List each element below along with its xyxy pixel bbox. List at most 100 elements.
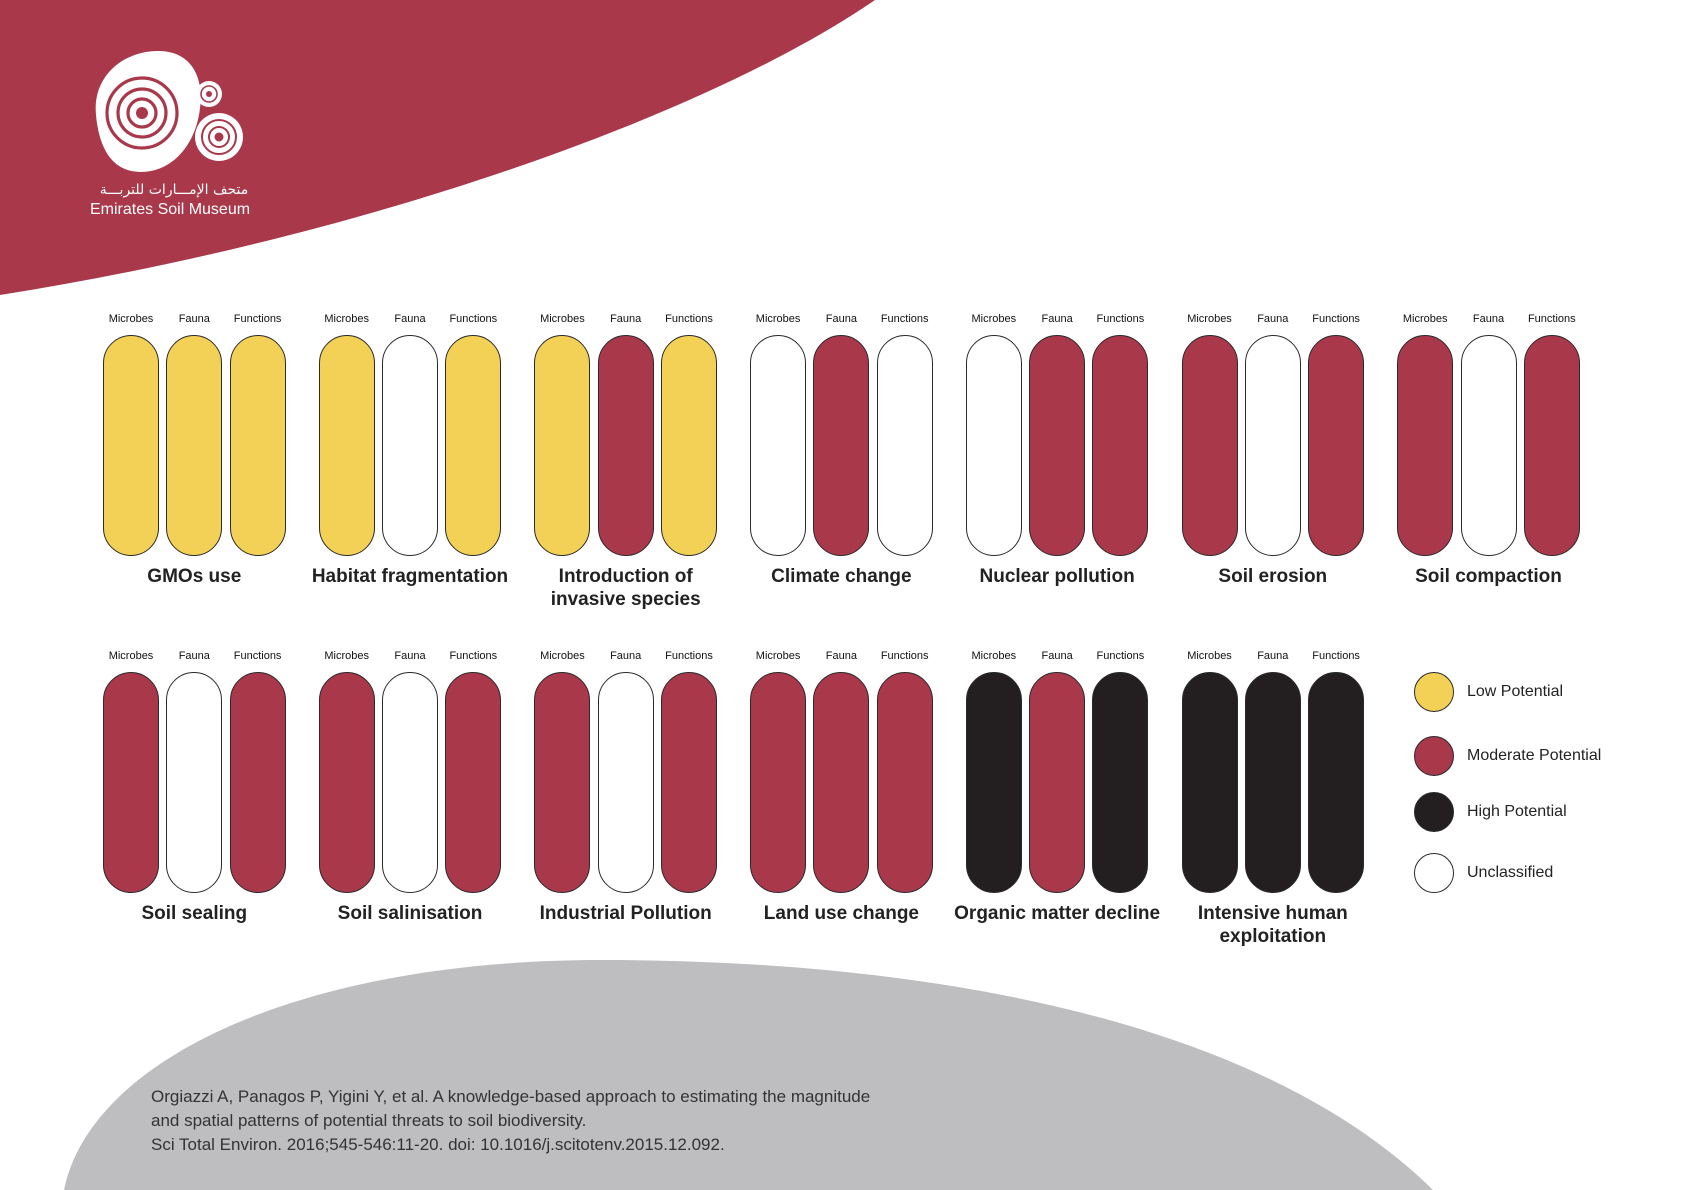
column-header-functions: Functions (880, 313, 929, 325)
legend-swatch (1413, 852, 1455, 894)
column-header-microbes: Microbes (540, 650, 585, 662)
threat-label: Nuclear pollution (979, 565, 1135, 587)
column-header-fauna: Fauna (1257, 313, 1289, 325)
legend-swatch (1413, 791, 1455, 833)
column-header-microbes: Microbes (108, 313, 154, 325)
pill-microbes (103, 335, 159, 556)
column-header-microbes: Microbes (755, 313, 801, 325)
pill-functions (661, 672, 717, 893)
legend-swatch (1413, 671, 1455, 713)
column-header-fauna: Fauna (1041, 650, 1073, 662)
logo-medium-dot (214, 132, 224, 142)
threat-label: invasive species (550, 589, 701, 611)
threat-label: Introduction of (558, 565, 693, 587)
column-header-microbes: Microbes (971, 650, 1017, 662)
pill-fauna (1244, 335, 1301, 556)
pill-microbes (1397, 335, 1454, 556)
column-header-fauna: Fauna (610, 313, 642, 325)
logo (95, 50, 243, 172)
column-header-microbes: Microbes (108, 650, 154, 662)
pill-fauna (1029, 335, 1086, 556)
pill-functions (1092, 672, 1149, 893)
pill-fauna (166, 335, 223, 556)
threat-label: GMOs use (147, 565, 242, 587)
pill-microbes (534, 672, 591, 893)
logo-medium-ring-inner (208, 126, 230, 148)
citation-line: Sci Total Environ. 2016;545-546:11-20. d… (151, 1135, 725, 1154)
pill-functions (445, 335, 502, 556)
pill-functions (876, 335, 933, 556)
legend-label: High Potential (1467, 803, 1567, 820)
threat-label: exploitation (1219, 926, 1327, 948)
column-header-microbes: Microbes (540, 313, 585, 325)
pill-functions (1523, 335, 1580, 556)
column-header-fauna: Fauna (610, 650, 642, 662)
column-header-functions: Functions (233, 313, 282, 325)
column-header-functions: Functions (880, 650, 929, 662)
pill-microbes (965, 335, 1022, 556)
header-band (0, 0, 875, 295)
pill-microbes (1181, 672, 1238, 893)
pill-functions (1308, 335, 1365, 556)
pill-microbes (750, 672, 807, 893)
threat-label: Climate change (771, 565, 912, 587)
column-header-functions: Functions (1527, 313, 1576, 325)
legend-label: Unclassified (1467, 864, 1554, 881)
logo-center-dot (136, 107, 148, 119)
column-header-fauna: Fauna (1041, 313, 1073, 325)
pill-fauna (1244, 672, 1301, 893)
pill-functions (229, 672, 286, 893)
logo-medium-ring-outer (201, 119, 237, 155)
column-header-functions: Functions (665, 313, 713, 325)
logo-small-dot (206, 91, 212, 97)
column-header-functions: Functions (1312, 313, 1360, 325)
logo-ring-middle (116, 87, 168, 139)
threat-label: Organic matter decline (954, 902, 1161, 924)
column-header-functions: Functions (1096, 650, 1145, 662)
column-header-microbes: Microbes (1187, 650, 1232, 662)
column-header-functions: Functions (233, 650, 282, 662)
column-header-functions: Functions (449, 313, 498, 325)
pill-functions (445, 672, 502, 893)
column-header-fauna: Fauna (394, 650, 426, 662)
logo-ring-outer (105, 76, 179, 150)
pill-functions (661, 335, 717, 556)
column-header-microbes: Microbes (324, 313, 369, 325)
pill-microbes (965, 672, 1022, 893)
column-header-microbes: Microbes (971, 313, 1017, 325)
pill-functions (876, 672, 933, 893)
pill-microbes (318, 335, 375, 556)
footer-band (64, 960, 1433, 1190)
column-header-fauna: Fauna (825, 313, 857, 325)
pill-fauna (813, 672, 870, 893)
column-header-microbes: Microbes (1402, 313, 1448, 325)
pill-fauna (1029, 672, 1086, 893)
threat-label: Intensive human (1197, 902, 1348, 924)
column-header-fauna: Fauna (178, 650, 210, 662)
threat-label: Industrial Pollution (539, 902, 712, 924)
pill-fauna (597, 672, 654, 893)
pill-fauna (813, 335, 870, 556)
column-header-functions: Functions (1096, 313, 1145, 325)
pill-fauna (382, 672, 438, 893)
legend-label: Low Potential (1467, 683, 1564, 700)
column-header-functions: Functions (449, 650, 498, 662)
legend-swatch (1413, 735, 1455, 777)
pill-functions (229, 335, 286, 556)
pill-microbes (103, 672, 159, 893)
pill-fauna (166, 672, 223, 893)
museum-name: Emirates Soil Museum (90, 201, 251, 218)
citation-line: and spatial patterns of potential threat… (151, 1111, 587, 1130)
pill-microbes (750, 335, 807, 556)
pill-microbes (534, 335, 591, 556)
pill-microbes (318, 672, 375, 893)
logo-ring-inner (126, 97, 158, 129)
column-header-functions: Functions (1312, 650, 1360, 662)
threat-label: Soil sealing (141, 902, 248, 924)
pill-fauna (382, 335, 438, 556)
pill-functions (1308, 672, 1365, 893)
threat-label: Land use change (763, 902, 919, 924)
column-header-fauna: Fauna (825, 650, 857, 662)
threat-label: Soil erosion (1218, 565, 1328, 587)
